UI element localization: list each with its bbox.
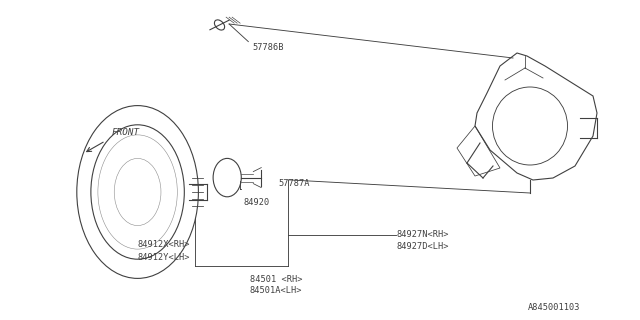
Text: FRONT: FRONT: [112, 128, 140, 137]
Text: 57787A: 57787A: [278, 179, 310, 188]
Text: 57786B: 57786B: [253, 43, 284, 52]
Text: 84501A<LH>: 84501A<LH>: [250, 286, 302, 295]
Text: 84927N<RH>: 84927N<RH>: [397, 230, 449, 239]
Text: 84501 <RH>: 84501 <RH>: [250, 275, 302, 284]
Text: A845001103: A845001103: [528, 303, 580, 312]
Text: 84927D<LH>: 84927D<LH>: [397, 242, 449, 251]
Text: 84920: 84920: [243, 198, 269, 207]
Text: 84912X<RH>: 84912X<RH>: [138, 240, 190, 249]
Text: 84912Y<LH>: 84912Y<LH>: [138, 253, 190, 262]
